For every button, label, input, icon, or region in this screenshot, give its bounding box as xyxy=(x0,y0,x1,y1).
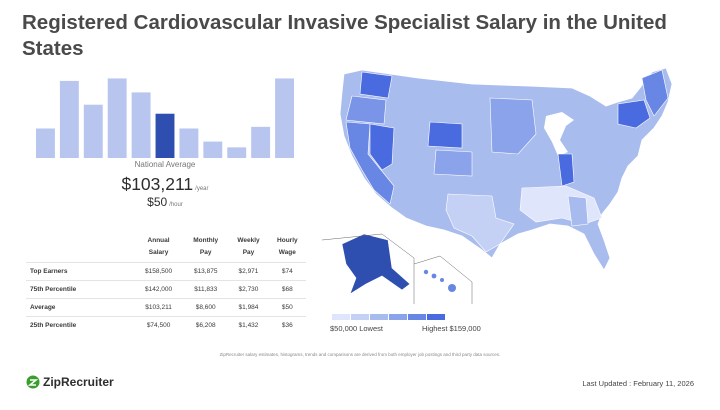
alaska xyxy=(341,233,411,295)
california-region xyxy=(345,121,395,205)
histogram-bar xyxy=(36,128,55,158)
histogram-bar-average xyxy=(155,113,175,158)
texas-region xyxy=(445,193,515,253)
great-lakes xyxy=(544,112,574,156)
table-row-label: Average xyxy=(26,298,134,317)
salary-table-header: Annual Salary Monthly Pay Weekly Pay Hourly Wag… xyxy=(26,232,306,263)
histogram-bar xyxy=(227,147,247,158)
table-row: Average $103,211 $8,600 $1,984 $50 xyxy=(26,298,306,317)
table-cell: $6,208 xyxy=(183,316,229,335)
legend-swatch xyxy=(351,314,369,320)
table-header-cell: Weekly Pay xyxy=(237,237,260,256)
page-title: Registered Cardiovascular Invasive Speci… xyxy=(22,11,667,60)
salary-table: Annual Salary Monthly Pay Weekly Pay Hourly Wag… xyxy=(26,232,306,335)
histogram-bar xyxy=(251,126,271,158)
table-cell: $8,600 xyxy=(183,298,229,317)
annual-average-value: $103,211 xyxy=(121,174,194,194)
table-header-cell: Monthly Pay xyxy=(193,237,219,256)
annual-unit: /year xyxy=(195,186,209,192)
wyoming-region xyxy=(427,121,463,149)
legend-swatch xyxy=(408,314,426,320)
midwest-region xyxy=(489,97,537,155)
map-legend: $50,000 Lowest Highest $159,000 xyxy=(330,314,490,334)
table-cell: $1,984 xyxy=(228,298,269,317)
table-header-blank xyxy=(26,232,134,263)
histogram-bar xyxy=(275,78,294,158)
legend-swatch xyxy=(370,314,388,320)
table-cell: $142,000 xyxy=(134,280,184,299)
histogram-svg xyxy=(36,78,294,158)
table-row: 25th Percentile $74,500 $6,208 $1,432 $36 xyxy=(26,316,306,335)
table-row-label: 75th Percentile xyxy=(26,280,134,299)
national-average-caption: National Average xyxy=(134,160,196,169)
table-cell: $50 xyxy=(268,298,306,317)
table-cell: $74 xyxy=(268,262,306,281)
inset-frame xyxy=(322,233,415,304)
new-york-region xyxy=(617,99,651,129)
salary-histogram xyxy=(36,76,294,158)
table-header-cell: Hourly Wage xyxy=(277,237,298,256)
alabama-region xyxy=(567,195,589,227)
table-cell: $2,971 xyxy=(228,262,269,281)
histogram-bar xyxy=(83,104,103,158)
legend-swatches xyxy=(332,314,490,320)
table-row-label: Top Earners xyxy=(26,262,134,281)
table-cell: $36 xyxy=(268,316,306,335)
legend-high-label: Highest $159,000 xyxy=(422,324,481,333)
histogram-bar xyxy=(131,92,151,158)
brand-name: ZipRecruiter xyxy=(43,375,114,389)
table-header-cell: Annual Salary xyxy=(147,237,170,256)
histogram-bar xyxy=(179,128,199,158)
inset-frame-hawaii xyxy=(413,255,473,304)
table-cell: $11,833 xyxy=(183,280,229,299)
histogram-bar xyxy=(107,78,127,158)
annual-average: $103,211/year xyxy=(36,174,294,195)
histogram-bar xyxy=(59,80,79,158)
legend-swatch xyxy=(389,314,407,320)
us-map-svg xyxy=(322,67,673,304)
legend-swatch xyxy=(427,314,445,320)
new-england-region xyxy=(641,69,669,117)
ziprecruiter-logo[interactable]: ZipRecruiter xyxy=(26,374,114,390)
illinois-region xyxy=(557,153,575,187)
table-row: 75th Percentile $142,000 $11,833 $2,730 $68 xyxy=(26,280,306,299)
nevada-region xyxy=(369,123,395,171)
table-cell: $68 xyxy=(268,280,306,299)
colorado-region xyxy=(433,149,473,177)
washington-region xyxy=(359,71,393,99)
hourly-unit: /hour xyxy=(169,202,183,208)
last-updated: Last Updated : February 11, 2026 xyxy=(582,379,694,388)
table-cell: $74,500 xyxy=(134,316,184,335)
table-cell: $103,211 xyxy=(134,298,184,317)
legend-low-label: $50,000 Lowest xyxy=(330,324,383,333)
us-salary-map xyxy=(322,58,708,308)
salary-table-body: Top Earners $158,500 $13,875 $2,971 $74 75th … xyxy=(26,262,306,335)
ziprecruiter-logo-icon xyxy=(26,375,40,389)
table-cell: $158,500 xyxy=(134,262,184,281)
table-cell: $2,730 xyxy=(228,280,269,299)
legend-swatch xyxy=(332,314,350,320)
table-row-label: 25th Percentile xyxy=(26,316,134,335)
footnote: ZipRecruiter salary estimates, histogram… xyxy=(219,352,501,357)
table-row: Top Earners $158,500 $13,875 $2,971 $74 xyxy=(26,262,306,281)
oregon-region xyxy=(345,95,387,125)
hourly-average: $50/hour xyxy=(36,195,294,209)
histogram-bar xyxy=(203,141,223,158)
hawaii xyxy=(423,269,456,292)
table-cell: $1,432 xyxy=(228,316,269,335)
hourly-average-value: $50 xyxy=(147,195,168,209)
table-cell: $13,875 xyxy=(183,262,229,281)
